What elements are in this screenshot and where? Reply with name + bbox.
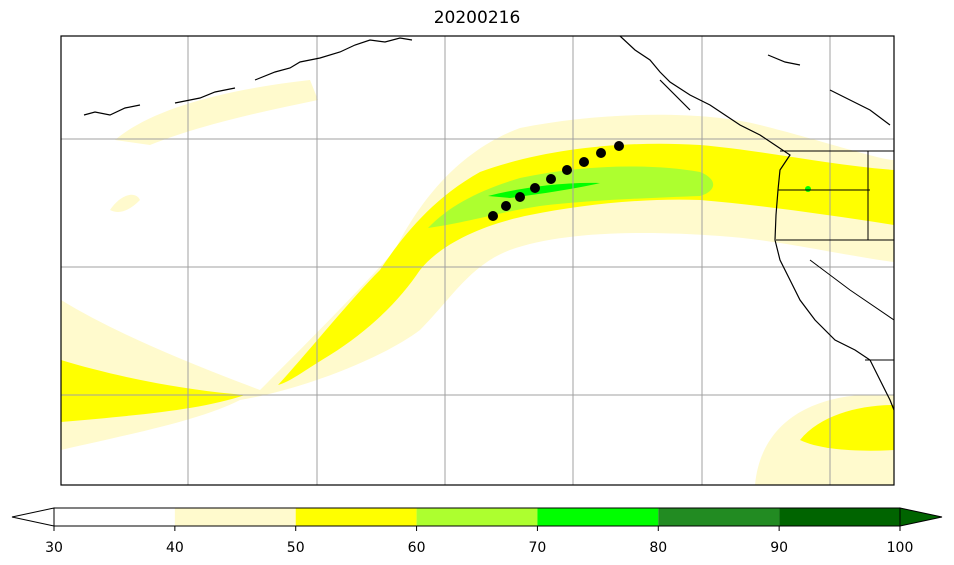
colorbar-bin — [537, 508, 659, 526]
contour-60-70 — [428, 166, 714, 228]
map-content — [61, 36, 894, 485]
track-points — [488, 141, 624, 221]
map-frame — [60, 35, 895, 486]
colorbar-tick-label: 30 — [45, 540, 63, 556]
colorbar-bin — [295, 508, 417, 526]
colorbar: 30 40 50 60 70 80 90 100 — [11, 507, 943, 556]
colorbar-bin — [416, 508, 538, 526]
colorbar-extend-min — [11, 507, 55, 527]
colorbar-tick-label: 100 — [887, 540, 914, 556]
track-point — [530, 183, 540, 193]
colorbar-tick-label: 50 — [287, 540, 305, 556]
colorbar-tick-label: 70 — [529, 540, 547, 556]
track-point — [546, 174, 556, 184]
track-point — [579, 157, 589, 167]
colorbar-tick-label: 60 — [408, 540, 426, 556]
colorbar-bin — [174, 508, 296, 526]
track-point — [614, 141, 624, 151]
state-borders — [776, 150, 894, 361]
colorbar-extend-max — [899, 507, 943, 527]
colorbar-bin — [54, 508, 175, 526]
colorbar-tick-label: 40 — [166, 540, 184, 556]
colorbar-tick-label: 90 — [770, 540, 788, 556]
colorbar-outline — [53, 507, 901, 527]
track-point — [562, 165, 572, 175]
gridlines — [61, 36, 894, 485]
track-point — [501, 201, 511, 211]
track-point — [515, 192, 525, 202]
colorbar-bin — [779, 508, 900, 526]
colorbar-bin — [658, 508, 780, 526]
coastlines — [83, 36, 894, 411]
track-point — [488, 211, 498, 221]
map-title: 20200216 — [433, 8, 521, 28]
track-point — [596, 148, 606, 158]
colorbar-tick-label: 80 — [649, 540, 667, 556]
